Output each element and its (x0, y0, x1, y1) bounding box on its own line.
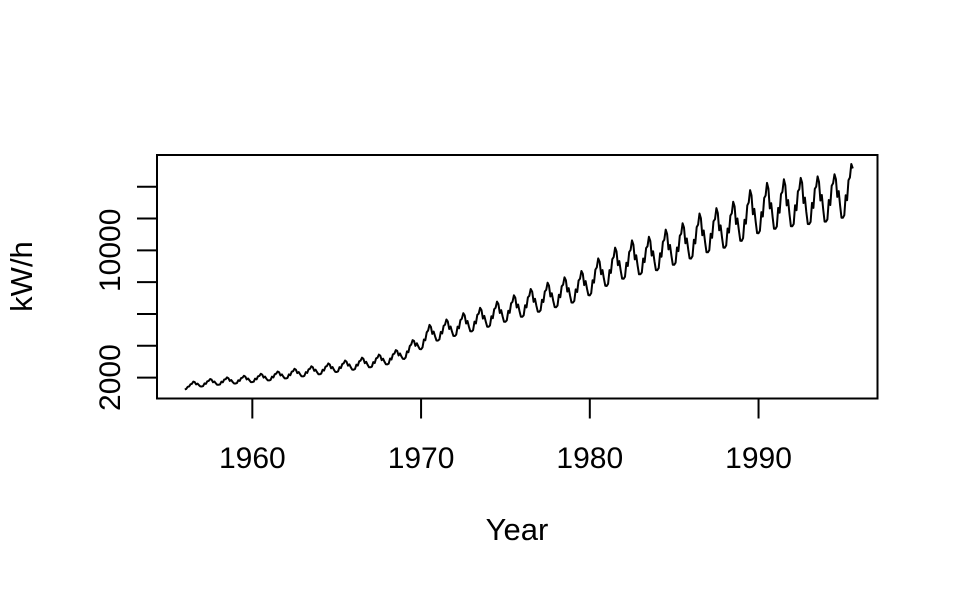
plot-border (156, 154, 879, 400)
y-tick-label: 10000 (94, 209, 127, 292)
x-tick-label: 1980 (556, 442, 623, 475)
x-tick-label: 1990 (725, 442, 792, 475)
x-tick-label: 1970 (388, 442, 455, 475)
y-axis-ticks: 2000 10000 (94, 185, 157, 411)
x-axis-title: Year (486, 512, 549, 547)
y-tick-label: 2000 (94, 344, 127, 411)
y-axis-title: kW/h (4, 241, 39, 312)
x-tick-label: 1960 (219, 442, 286, 475)
electricity-series-line (184, 163, 854, 391)
x-axis-ticks: 1960 1970 1980 1990 (219, 398, 792, 475)
